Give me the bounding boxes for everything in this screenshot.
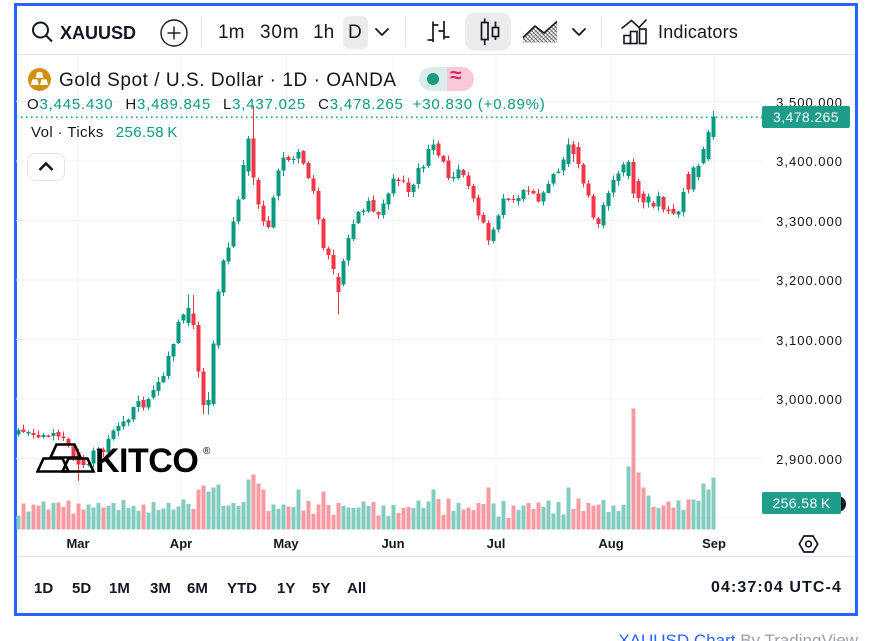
svg-text:®: ® — [203, 446, 211, 457]
svg-text:KITCO: KITCO — [95, 442, 198, 480]
